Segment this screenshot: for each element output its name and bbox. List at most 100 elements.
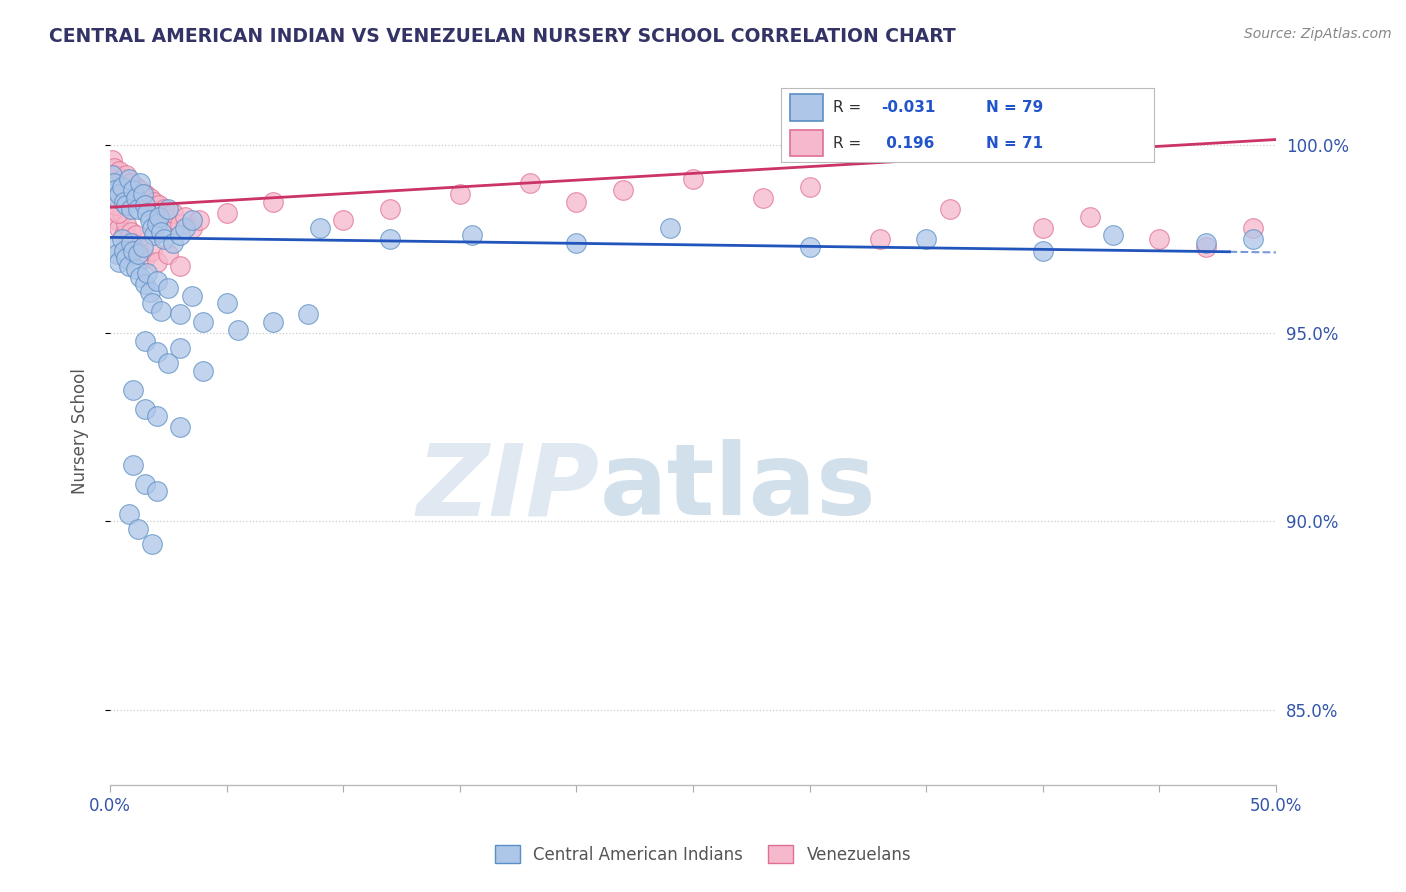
Point xyxy=(145,274,167,288)
Point xyxy=(127,191,149,205)
Point xyxy=(150,210,173,224)
Point xyxy=(112,244,135,258)
Point xyxy=(658,221,681,235)
Point xyxy=(169,228,191,243)
Point xyxy=(120,235,142,250)
Point xyxy=(115,168,138,182)
Point xyxy=(134,334,156,348)
Point xyxy=(105,176,128,190)
Point xyxy=(180,288,202,302)
Point xyxy=(136,266,159,280)
Point xyxy=(1149,232,1171,246)
Point xyxy=(378,232,401,246)
Point xyxy=(111,172,134,186)
Point xyxy=(180,213,202,227)
Point xyxy=(108,221,131,235)
Point xyxy=(101,153,124,168)
Point xyxy=(134,476,156,491)
Point xyxy=(752,191,775,205)
Point xyxy=(138,285,160,299)
Point xyxy=(565,194,588,209)
Point xyxy=(169,259,191,273)
Point xyxy=(112,179,135,194)
Point xyxy=(157,247,180,261)
Point xyxy=(141,244,163,258)
Point xyxy=(297,308,319,322)
Point xyxy=(1195,240,1218,254)
Point xyxy=(122,235,145,250)
Point xyxy=(169,217,191,231)
Point xyxy=(309,221,332,235)
Point xyxy=(103,176,125,190)
Point xyxy=(104,168,127,182)
Point xyxy=(145,409,167,423)
Point xyxy=(118,183,141,197)
Point xyxy=(120,225,142,239)
Point xyxy=(148,210,170,224)
Point xyxy=(138,213,160,227)
Point xyxy=(108,187,131,202)
Point xyxy=(141,296,163,310)
Point xyxy=(169,308,191,322)
Point xyxy=(115,251,138,265)
Point xyxy=(187,213,209,227)
Point xyxy=(1102,228,1125,243)
Point xyxy=(141,202,163,216)
Point xyxy=(125,262,148,277)
Point xyxy=(145,254,167,268)
Point xyxy=(449,187,471,202)
Point xyxy=(134,251,156,265)
Point xyxy=(150,225,173,239)
Point xyxy=(460,228,482,243)
Point xyxy=(122,183,145,197)
Point xyxy=(129,176,152,190)
Text: CENTRAL AMERICAN INDIAN VS VENEZUELAN NURSERY SCHOOL CORRELATION CHART: CENTRAL AMERICAN INDIAN VS VENEZUELAN NU… xyxy=(49,27,956,45)
Point xyxy=(118,172,141,186)
Point xyxy=(173,210,195,224)
Point xyxy=(122,187,145,202)
Point xyxy=(1195,235,1218,250)
Point xyxy=(134,198,156,212)
Point xyxy=(104,240,127,254)
Point xyxy=(115,198,138,212)
Point xyxy=(122,244,145,258)
Point xyxy=(193,315,215,329)
Point xyxy=(152,232,174,246)
Point xyxy=(215,296,238,310)
Point xyxy=(1032,221,1054,235)
Point xyxy=(132,240,155,254)
Point xyxy=(104,183,127,197)
Point xyxy=(125,179,148,194)
Point xyxy=(145,484,167,499)
Point xyxy=(111,179,134,194)
Point xyxy=(180,221,202,235)
Point xyxy=(105,247,128,261)
Point xyxy=(262,315,284,329)
Point xyxy=(193,364,215,378)
Point xyxy=(145,217,167,231)
Point xyxy=(108,164,131,178)
Point xyxy=(103,161,125,175)
Point xyxy=(120,202,142,216)
Point xyxy=(134,401,156,416)
Point xyxy=(134,187,156,202)
Point xyxy=(127,202,149,216)
Point xyxy=(136,206,159,220)
Point xyxy=(157,281,180,295)
Point xyxy=(115,217,138,231)
Legend: Central American Indians, Venezuelans: Central American Indians, Venezuelans xyxy=(488,838,918,871)
Text: Source: ZipAtlas.com: Source: ZipAtlas.com xyxy=(1244,27,1392,41)
Point xyxy=(112,228,135,243)
Point xyxy=(138,191,160,205)
Point xyxy=(612,183,634,197)
Point xyxy=(122,383,145,397)
Point xyxy=(108,254,131,268)
Point xyxy=(262,194,284,209)
Point xyxy=(1032,244,1054,258)
Point xyxy=(132,187,155,202)
Point xyxy=(1241,221,1264,235)
Point xyxy=(157,356,180,370)
Point xyxy=(136,198,159,212)
Point xyxy=(1241,232,1264,246)
Point xyxy=(228,322,250,336)
